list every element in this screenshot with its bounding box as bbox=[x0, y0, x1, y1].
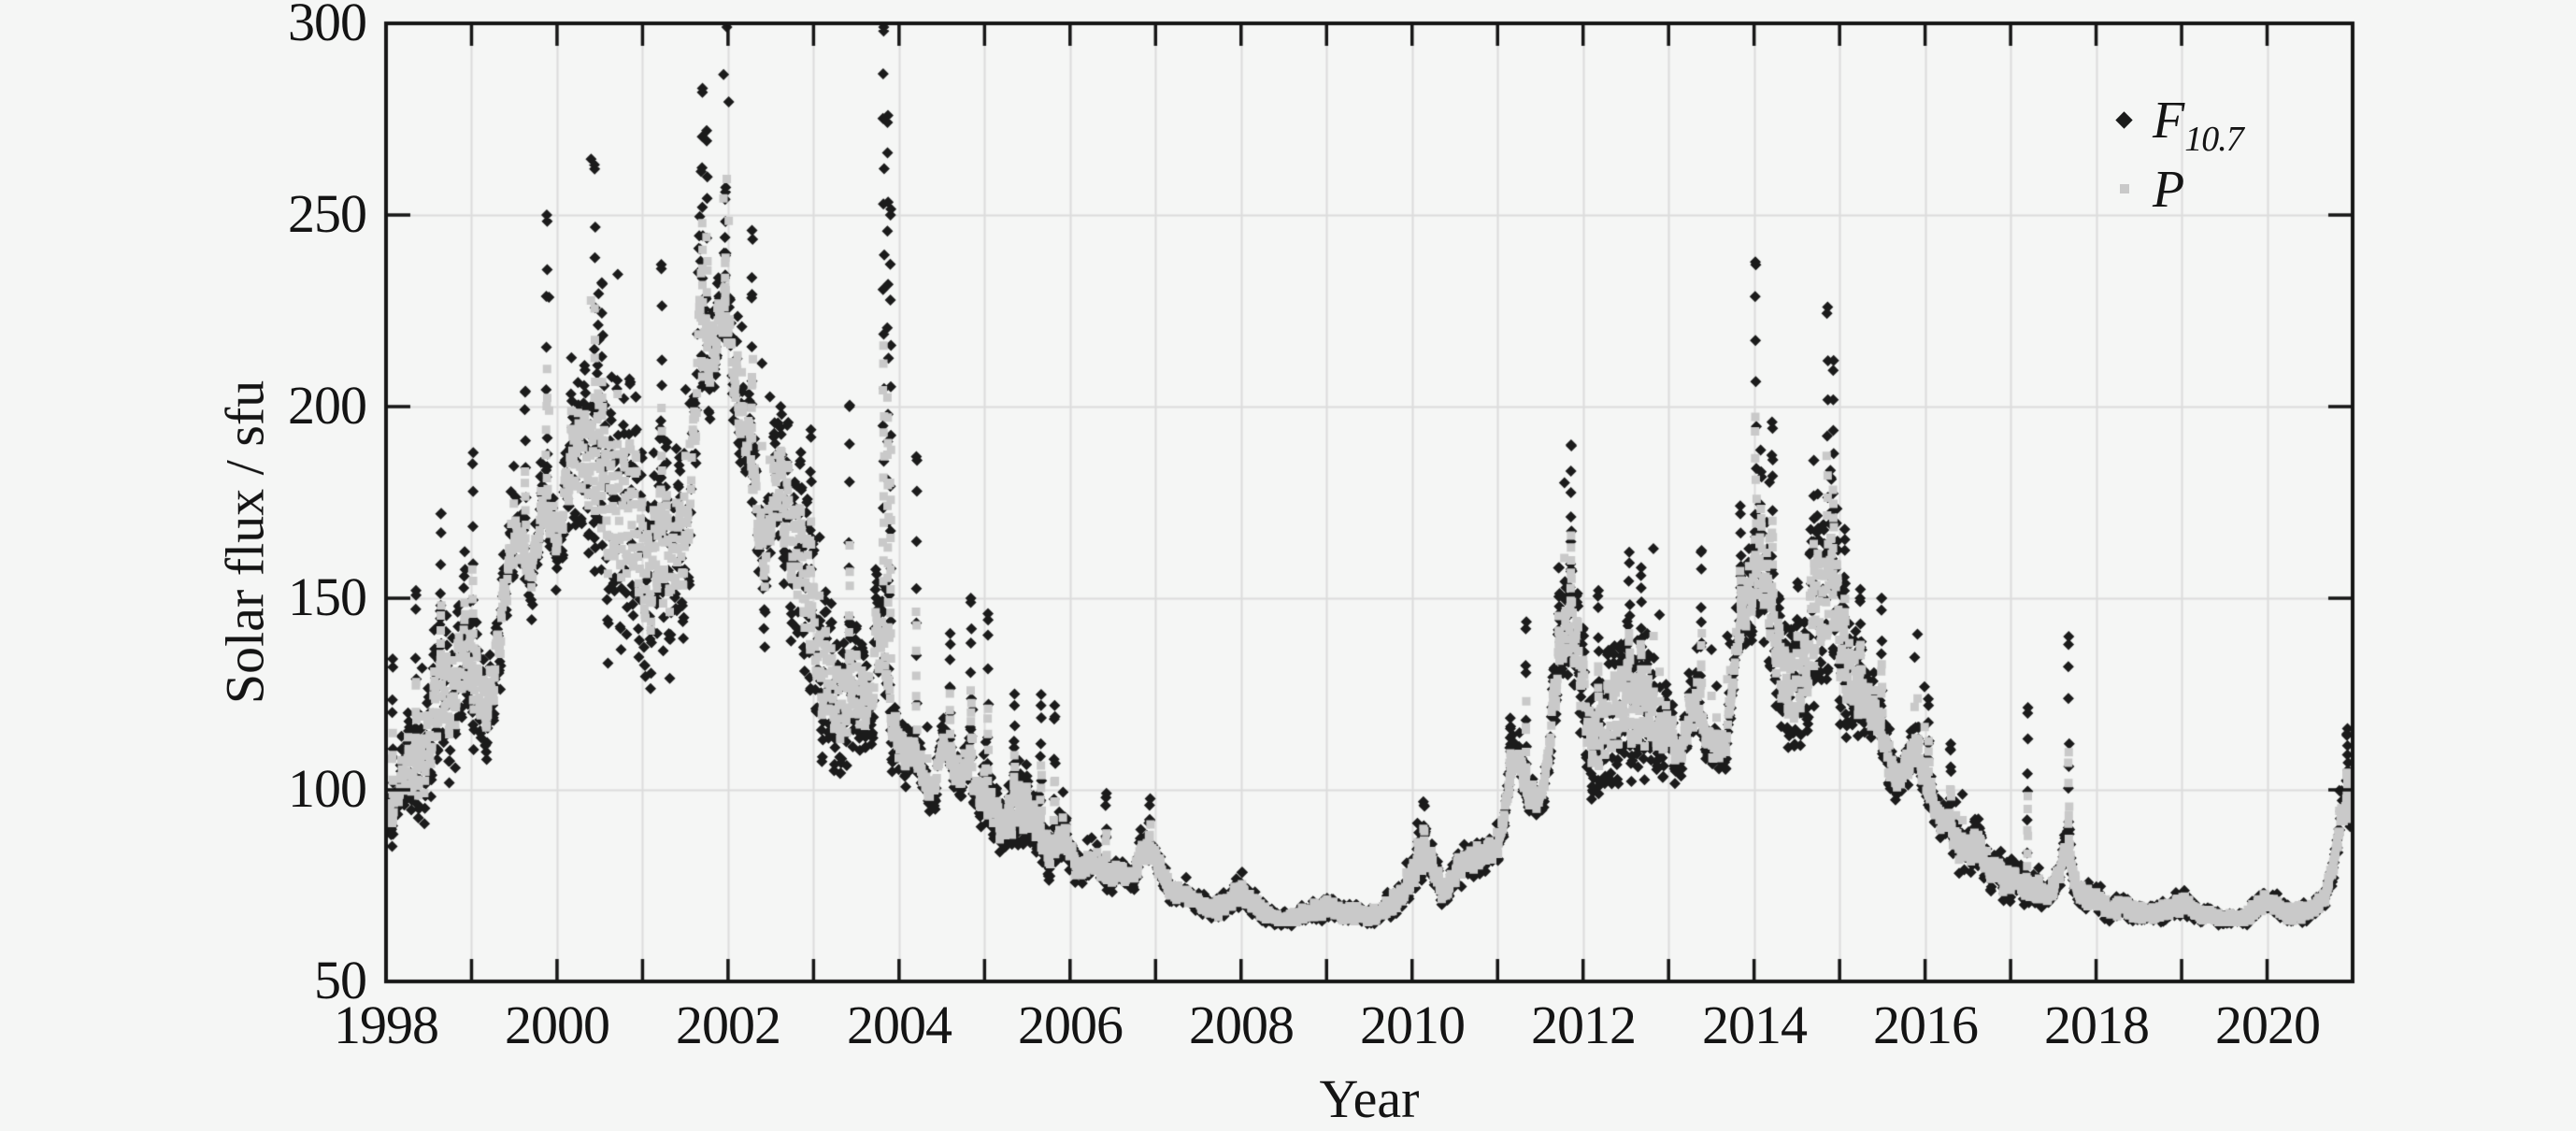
xtick-2000: 2000 bbox=[505, 995, 610, 1055]
ytick-50: 50 bbox=[314, 950, 367, 1011]
xtick-2018: 2018 bbox=[2044, 995, 2150, 1055]
p-square-icon bbox=[2120, 184, 2129, 193]
xtick-2016: 2016 bbox=[1873, 995, 1979, 1055]
y-axis-title: Solar flux / sfu bbox=[214, 379, 276, 705]
ytick-300: 300 bbox=[288, 0, 367, 53]
xtick-2020: 2020 bbox=[2215, 995, 2321, 1055]
legend-entry-f107: F10.7 bbox=[2153, 91, 2244, 160]
xtick-2010: 2010 bbox=[1360, 995, 1466, 1055]
xtick-2008: 2008 bbox=[1189, 995, 1295, 1055]
legend-entry-p: P bbox=[2153, 160, 2184, 220]
xtick-2014: 2014 bbox=[1702, 995, 1808, 1055]
ytick-150: 150 bbox=[288, 566, 367, 628]
xtick-1998: 1998 bbox=[334, 995, 439, 1055]
legend-p-main: P bbox=[2153, 161, 2185, 219]
x-axis-title: Year bbox=[1319, 1068, 1420, 1129]
xtick-2004: 2004 bbox=[847, 995, 952, 1055]
xtick-2006: 2006 bbox=[1018, 995, 1123, 1055]
legend-f-main: F bbox=[2153, 92, 2185, 150]
legend-f-subscript: 10.7 bbox=[2184, 120, 2243, 159]
ytick-250: 250 bbox=[288, 183, 367, 245]
xtick-2012: 2012 bbox=[1531, 995, 1637, 1055]
ytick-200: 200 bbox=[288, 375, 367, 437]
xtick-2002: 2002 bbox=[676, 995, 781, 1055]
ytick-100: 100 bbox=[288, 758, 367, 820]
